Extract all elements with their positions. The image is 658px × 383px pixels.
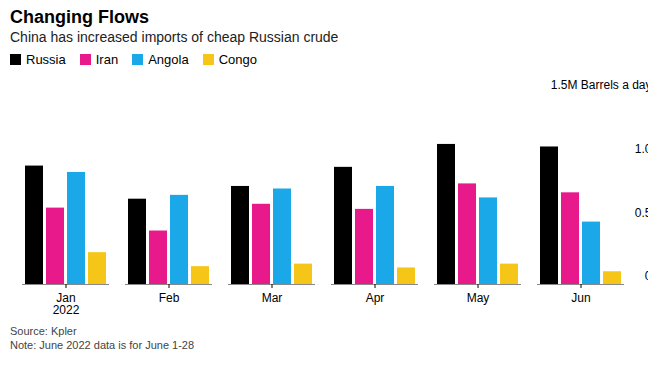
html-text:Source: Kpler: Source: Kpler	[10, 325, 77, 337]
svg-text:May: May	[467, 291, 490, 305]
svg-text:0.5: 0.5	[635, 206, 648, 220]
html-text:Changing Flows: Changing Flows	[10, 7, 149, 27]
html-text:Iran: Iran	[95, 52, 119, 67]
svg-text:Mar: Mar	[262, 291, 283, 305]
html-text:Note: June 2022 data is for Ju: Note: June 2022 data is for June 1-28	[10, 339, 195, 351]
svg-text:1.5M Barrels a day: 1.5M Barrels a day	[551, 78, 648, 92]
svg-text:1.0: 1.0	[635, 142, 648, 156]
html-text:Russia: Russia	[26, 52, 66, 67]
html-text:Angola: Angola	[148, 52, 189, 67]
svg-text:Feb: Feb	[159, 291, 180, 305]
svg-text:Apr: Apr	[366, 291, 385, 305]
svg-text:Jan2022: Jan2022	[53, 291, 80, 317]
svg-text:0: 0	[645, 269, 648, 283]
html-text:Congo: Congo	[218, 52, 257, 67]
html-text:China has increased imports of: China has increased imports of cheap Rus…	[10, 29, 339, 45]
svg-text:Jun: Jun	[571, 291, 590, 305]
